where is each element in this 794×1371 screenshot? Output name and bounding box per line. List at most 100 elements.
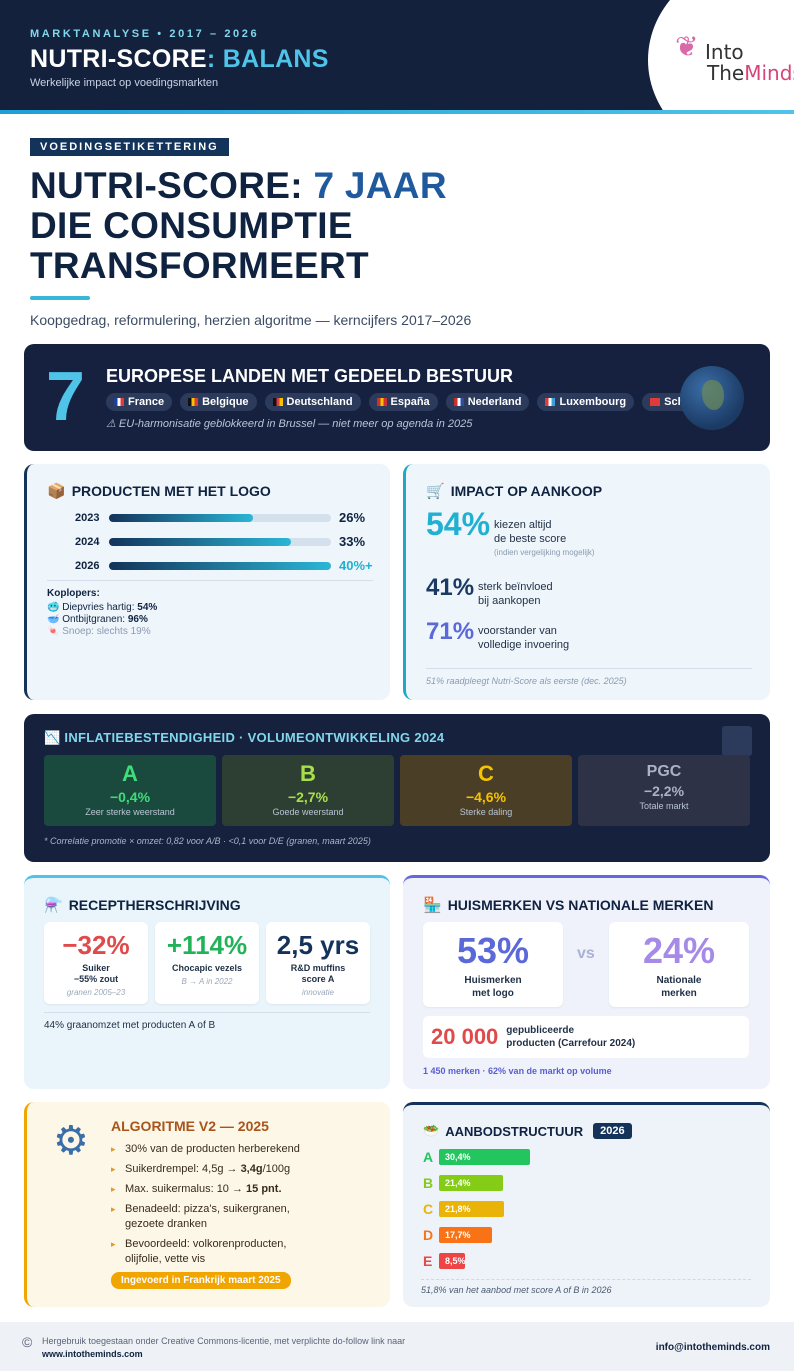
private-label-card: 🏪 HUISMERKEN VS NATIONALE MERKEN 53% Huis… bbox=[403, 875, 770, 1089]
national-brands-pct: 24% bbox=[642, 930, 716, 971]
private-label-title: HUISMERKEN VS NATIONALE MERKEN bbox=[447, 897, 714, 913]
impact-stat-line2: de beste score bbox=[494, 533, 567, 545]
grade-box: PGC −2,2% Totale markt bbox=[578, 755, 750, 826]
offer-grade-letter: A bbox=[423, 1149, 434, 1165]
grade-pct: −4,6% bbox=[465, 789, 507, 805]
bar-year: 2024 bbox=[75, 535, 100, 548]
recipe-label: Chocapic vezels bbox=[155, 963, 259, 974]
recipe-label-1: Suiker bbox=[82, 963, 110, 973]
country-name: España bbox=[390, 396, 430, 408]
header-title: NUTRI-SCORE: BALANS bbox=[30, 45, 329, 74]
private-label-box: 53% Huismerken met logo bbox=[423, 922, 563, 1007]
grade-pct: −2,7% bbox=[287, 789, 329, 805]
logo-bar-row: 2023 26% bbox=[75, 510, 365, 525]
impact-stat-number: 41% bbox=[426, 574, 475, 601]
license-text: Hergebruik toegestaan onder Creative Com… bbox=[42, 1336, 406, 1346]
impact-stat-line2: bij aankopen bbox=[478, 595, 541, 607]
email-link[interactable]: info@intotheminds.com bbox=[655, 1342, 770, 1353]
header-subtitle: Werkelijke impact op voedingsmarkten bbox=[30, 77, 219, 89]
private-label-title-row: 🏪 HUISMERKEN VS NATIONALE MERKEN bbox=[423, 896, 713, 914]
logo-into: Into bbox=[705, 40, 744, 64]
national-brands-desc-1: Nationale bbox=[656, 975, 702, 986]
grade-pct: −2,2% bbox=[643, 783, 685, 799]
versus-label: vs bbox=[577, 945, 595, 962]
countries-title: EUROPESE LANDEN MET GEDEELD BESTUUR bbox=[106, 366, 514, 386]
bar-track bbox=[109, 513, 331, 522]
title-line2: DIE CONSUMPTIE bbox=[30, 205, 353, 246]
bar-fill bbox=[109, 561, 331, 570]
koploper-label: Diepvries hartig: bbox=[62, 602, 138, 613]
cart-icon: 🛒 bbox=[426, 483, 445, 500]
recipes-title: RECEPTHERSCHRIJVING bbox=[68, 897, 241, 913]
algorithm-item: Max. suikermalus: 10 → 15 pnt. bbox=[111, 1182, 311, 1197]
offer-bar: 21,4% bbox=[439, 1175, 503, 1191]
products-logo-card: 📦 PRODUCTEN MET HET LOGO 2023 26% 2024 33% 20… bbox=[24, 464, 390, 700]
store-icon: 🏪 bbox=[423, 897, 442, 914]
logo-the: The bbox=[707, 61, 745, 85]
country-name: Belgique bbox=[202, 396, 249, 408]
intotheminds-logo[interactable]: ❦ Into TheMinds bbox=[675, 26, 794, 86]
grade-letter: A bbox=[122, 761, 138, 786]
impact-stat: 41% sterk beïnvloed bij aankopen bbox=[426, 574, 553, 608]
national-brands-box: 24% Nationale merken bbox=[609, 922, 749, 1007]
offer-grade-letter: B bbox=[423, 1175, 434, 1191]
grade-letter: C bbox=[478, 761, 494, 786]
trend-down-icon: 📉 bbox=[44, 730, 65, 745]
koplopers-title: Koplopers: bbox=[47, 588, 100, 599]
countries-count: 7 bbox=[46, 357, 85, 435]
countries-panel: 7 EUROPESE LANDEN MET GEDEELD BESTUUR Fr… bbox=[24, 344, 770, 451]
recipe-sub: innovatie bbox=[301, 988, 335, 997]
bar-year: 2026 bbox=[75, 559, 100, 572]
impact-stat-small: (indien vergelijking mogelijk) bbox=[494, 548, 595, 557]
impact-title-row: 🛒 IMPACT OP AANKOOP bbox=[426, 482, 602, 500]
grade-pct: −0,4% bbox=[109, 789, 151, 805]
national-brands-desc-2: merken bbox=[661, 988, 697, 999]
algorithm-item: Benadeeld: pizza's, suikergranen, gezoet… bbox=[111, 1202, 301, 1232]
bar-fill bbox=[109, 537, 292, 546]
recipe-label-2: −55% zout bbox=[73, 974, 119, 984]
country-pill: Belgique bbox=[180, 393, 257, 411]
published-desc-1: gepubliceerde bbox=[506, 1025, 575, 1036]
algorithm-item-text: Benadeeld: pizza's, suikergranen, gezoet… bbox=[125, 1203, 290, 1230]
country-pill: España bbox=[368, 393, 438, 411]
grade-desc: Sterke daling bbox=[459, 807, 513, 817]
impact-stat-number: 71% bbox=[426, 618, 475, 645]
offer-bar: 30,4% bbox=[439, 1149, 530, 1165]
algorithm-item-text: Bevoordeeld: volkorenproducten, olijfoli… bbox=[125, 1238, 287, 1265]
algorithm-title: ALGORITME V2 — 2025 bbox=[111, 1118, 269, 1134]
private-label-desc-2: met logo bbox=[472, 988, 514, 999]
offer-structure-card: 🥗 AANBODSTRUCTUUR 2026 A 30,4% B 21,4% C 21,8% D… bbox=[403, 1102, 770, 1307]
products-logo-title-row: 📦 PRODUCTEN MET HET LOGO bbox=[47, 482, 271, 500]
algorithm-item-text: 30% van de producten herberekend bbox=[125, 1143, 300, 1155]
inflation-panel: 📉 INFLATIEBESTENDIGHEID · VOLUMEONTWIKKE… bbox=[24, 714, 770, 862]
divider bbox=[47, 580, 373, 581]
country-name: France bbox=[128, 396, 165, 408]
published-products-desc: gepubliceerde producten (Carrefour 2024) bbox=[506, 1024, 635, 1050]
grade-box: A −0,4% Zeer sterke weerstand bbox=[44, 755, 216, 826]
impact-stat-label: kiezen altijd de beste score (indien verge… bbox=[494, 518, 595, 560]
koploper-label: Ontbijtgranen: bbox=[62, 614, 128, 625]
private-label-bottom: 1 450 merken · 62% van de markt op volum… bbox=[423, 1066, 612, 1076]
recipe-number: 2,5 yrs bbox=[276, 930, 360, 960]
products-logo-title: PRODUCTEN MET HET LOGO bbox=[71, 483, 271, 499]
bar-fill bbox=[109, 513, 254, 522]
impact-stat: 71% voorstander van volledige invoering bbox=[426, 618, 569, 652]
impact-stat-label: voorstander van volledige invoering bbox=[478, 624, 569, 652]
koplopers: Koplopers: 🥶 Diepvries hartig: 54% 🥣 Ont… bbox=[47, 588, 157, 638]
page-footer: © Hergebruik toegestaan onder Creative C… bbox=[0, 1322, 794, 1371]
published-desc-2: producten (Carrefour 2024) bbox=[506, 1038, 636, 1049]
bar-track bbox=[109, 537, 331, 546]
logo-background bbox=[648, 0, 794, 114]
logo-bar-row: 2024 33% bbox=[75, 534, 365, 549]
bar-track bbox=[109, 561, 331, 570]
algorithm-item: Suikerdrempel: 4,5g → 3,4g/100g bbox=[111, 1162, 311, 1177]
recipe-label: R&D muffins score A bbox=[266, 963, 370, 985]
grade-box: C −4,6% Sterke daling bbox=[400, 755, 572, 826]
algorithm-item-strong: 15 pnt. bbox=[246, 1183, 282, 1195]
flag-icon bbox=[650, 398, 661, 406]
globe-icon bbox=[680, 366, 744, 430]
website-link[interactable]: www.intotheminds.com bbox=[42, 1349, 143, 1359]
logo-theminds: TheMinds bbox=[707, 61, 794, 85]
offer-bar-row: D 17,7% bbox=[423, 1227, 492, 1243]
logo-minds: Minds bbox=[744, 61, 794, 85]
